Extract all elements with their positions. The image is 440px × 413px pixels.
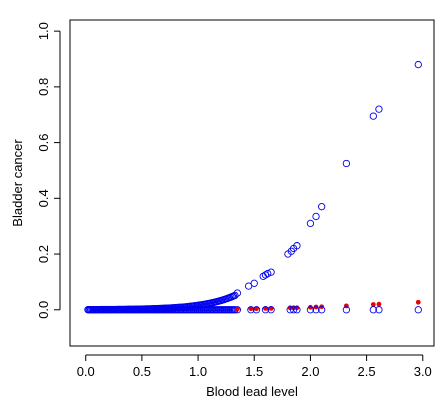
y-tick-label: 0.4 <box>36 189 51 207</box>
x-tick-label: 1.0 <box>189 364 207 379</box>
data-point-filled <box>248 306 254 312</box>
x-tick-label: 2.5 <box>358 364 376 379</box>
y-tick-label: 0.8 <box>36 78 51 96</box>
data-point <box>244 282 253 290</box>
data-point <box>318 306 326 314</box>
data-point <box>369 112 377 120</box>
data-point <box>375 306 383 314</box>
y-tick-label: 0.2 <box>36 245 51 263</box>
x-axis-label: Blood lead level <box>206 384 298 399</box>
data-point <box>289 306 298 314</box>
x-tick-label: 0.5 <box>133 364 151 379</box>
data-point <box>267 268 275 276</box>
data-point-filled <box>415 299 421 305</box>
x-tick-label: 2.0 <box>301 364 319 379</box>
data-point <box>369 306 377 314</box>
y-axis: 0.0 0.2 0.4 0.6 0.8 1.0 <box>36 22 61 319</box>
data-point-filled <box>308 304 313 310</box>
data-point-filled <box>370 302 376 307</box>
data-point <box>233 306 242 314</box>
data-point <box>375 105 383 113</box>
data-point <box>342 306 351 314</box>
x-tick-label: 1.5 <box>245 364 263 379</box>
x-axis: 0.0 0.5 1.0 1.5 2.0 2.5 3.0 <box>77 354 432 379</box>
data-point <box>318 203 326 211</box>
data-point <box>312 212 320 221</box>
data-point <box>293 242 301 250</box>
data-point-filled <box>234 306 240 312</box>
x-tick-label: 3.0 <box>414 364 432 379</box>
y-tick-label: 1.0 <box>36 22 51 40</box>
data-point <box>312 306 320 314</box>
data-point-filled <box>376 301 382 307</box>
data-point <box>231 291 239 300</box>
data-point <box>306 306 315 314</box>
data-point <box>264 269 272 278</box>
plot-frame <box>69 19 435 347</box>
data-point <box>250 279 258 287</box>
data-point <box>342 159 351 168</box>
data-point <box>267 306 275 314</box>
data-point <box>261 271 270 279</box>
data-point <box>247 306 255 314</box>
y-tick-label: 0.6 <box>36 134 51 152</box>
data-point <box>306 219 315 228</box>
data-point <box>261 306 270 314</box>
data-point <box>293 306 301 314</box>
x-tick-label: 0.0 <box>77 364 95 379</box>
series-layer <box>84 60 422 314</box>
data-point <box>252 306 261 314</box>
y-axis-label: Bladder cancer <box>10 139 25 227</box>
data-point <box>233 289 242 297</box>
data-point <box>414 60 422 69</box>
y-tick-label: 0.0 <box>36 301 51 319</box>
data-point <box>414 306 422 314</box>
data-point-filled <box>254 306 259 312</box>
